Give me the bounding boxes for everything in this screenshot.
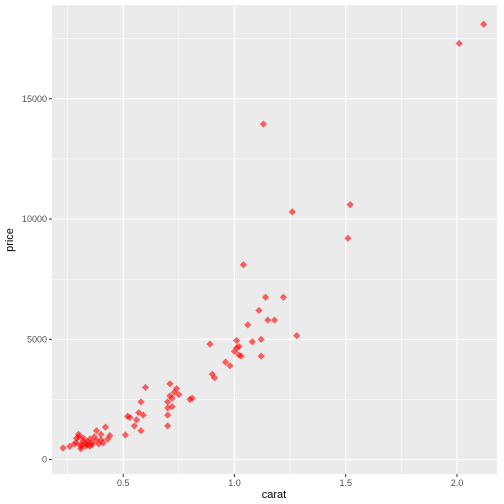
x-tick-label: 1.0 xyxy=(228,478,241,488)
data-point xyxy=(279,293,287,301)
data-point xyxy=(230,347,239,355)
data-point xyxy=(92,427,101,435)
data-point xyxy=(79,434,87,442)
data-point xyxy=(132,416,141,424)
data-point xyxy=(137,427,145,435)
data-point xyxy=(126,413,134,422)
data-point xyxy=(166,380,174,388)
data-point xyxy=(99,439,107,447)
data-point xyxy=(168,394,176,402)
data-point xyxy=(233,336,241,345)
data-point xyxy=(257,352,265,360)
data-point xyxy=(480,20,488,28)
data-point xyxy=(86,442,94,450)
x-tick-label: 2.0 xyxy=(451,478,464,488)
data-point xyxy=(75,430,83,438)
data-point xyxy=(97,436,105,444)
data-point xyxy=(106,431,114,440)
x-tick-label: 0.5 xyxy=(117,478,130,488)
data-point xyxy=(92,436,101,444)
data-point xyxy=(226,362,234,370)
data-point xyxy=(188,394,196,402)
data-point xyxy=(255,306,263,315)
data-point xyxy=(455,39,463,48)
data-points xyxy=(59,20,488,453)
y-tick-label: 5000 xyxy=(27,334,47,344)
y-axis-title: price xyxy=(4,228,16,252)
data-point xyxy=(164,398,172,406)
data-point xyxy=(135,409,143,417)
data-point xyxy=(293,332,301,340)
data-point xyxy=(164,422,172,430)
grid-minor xyxy=(52,5,497,474)
data-point xyxy=(346,201,354,209)
data-point xyxy=(77,441,85,449)
data-point xyxy=(259,120,267,128)
y-tick-label: 0 xyxy=(42,455,47,465)
data-point xyxy=(206,340,214,348)
data-point xyxy=(137,398,145,406)
data-point xyxy=(66,442,74,450)
data-point xyxy=(270,316,279,324)
y-axis-ticks: 0 5000 10000 15000 xyxy=(22,94,52,465)
data-point xyxy=(264,316,272,324)
grid-major xyxy=(52,5,497,474)
plot-panel xyxy=(52,5,497,474)
data-point xyxy=(164,404,172,412)
data-point xyxy=(175,391,183,399)
data-point xyxy=(72,434,81,443)
data-point xyxy=(208,370,216,378)
y-tick-label: 10000 xyxy=(22,214,47,224)
data-point xyxy=(168,403,176,411)
data-point xyxy=(344,234,352,242)
data-point xyxy=(86,435,94,443)
data-point xyxy=(88,441,96,449)
data-point xyxy=(239,261,247,269)
data-point xyxy=(164,411,172,419)
data-point xyxy=(257,335,265,343)
data-point xyxy=(237,352,245,360)
data-point xyxy=(59,444,67,452)
data-point xyxy=(248,338,256,346)
data-point xyxy=(104,435,112,443)
x-tick-label: 1.5 xyxy=(339,478,352,488)
data-point xyxy=(141,383,150,392)
data-point xyxy=(173,385,181,393)
data-point xyxy=(235,342,243,351)
data-point xyxy=(288,208,296,216)
data-point xyxy=(221,358,230,366)
data-point xyxy=(121,431,130,439)
data-point xyxy=(210,374,219,382)
data-point xyxy=(101,423,109,431)
data-point xyxy=(130,422,138,430)
data-point xyxy=(139,411,147,419)
data-point xyxy=(97,430,105,438)
y-tick-label: 15000 xyxy=(22,94,47,104)
data-point xyxy=(244,321,252,329)
data-point xyxy=(262,293,270,301)
x-axis-title: carat xyxy=(262,489,286,501)
x-axis-ticks: 0.5 1.0 1.5 2.0 xyxy=(117,474,463,488)
